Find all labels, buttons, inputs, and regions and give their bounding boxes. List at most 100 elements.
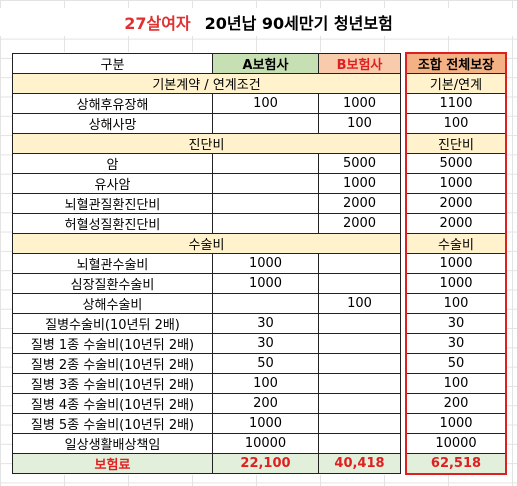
value-cell xyxy=(212,173,319,194)
row-label: 질병수술비(10년뒤 2배) xyxy=(12,313,213,334)
value-cell xyxy=(318,413,401,434)
gap xyxy=(400,53,406,74)
gap xyxy=(400,173,406,194)
gap xyxy=(400,113,406,134)
gap xyxy=(400,213,406,234)
value-cell xyxy=(212,113,319,134)
section-cell: 진단비 xyxy=(405,133,507,154)
total-cell: 50 xyxy=(405,353,507,374)
gap xyxy=(400,353,406,374)
value-cell xyxy=(318,313,401,334)
gap xyxy=(400,93,406,114)
value-cell: 10000 xyxy=(212,433,319,454)
table-row: 상해사망 100 100 xyxy=(12,113,507,134)
value-cell: 1000 xyxy=(212,273,319,294)
total-cell: 100 xyxy=(405,113,507,134)
row-label: 상해후유장해 xyxy=(12,93,213,114)
footer-cell: 보험료 xyxy=(12,453,213,474)
table-row: 유사암 1000 1000 xyxy=(12,173,507,194)
row-label: 질병 2종 수술비(10년뒤 2배) xyxy=(12,353,213,374)
value-cell xyxy=(318,333,401,354)
header-cell: 조합 전체보장 xyxy=(405,52,507,74)
gap xyxy=(400,293,406,314)
total-cell: 1000 xyxy=(405,173,507,194)
total-cell: 100 xyxy=(405,373,507,394)
table-row: 질병 1종 수술비(10년뒤 2배) 30 30 xyxy=(12,333,507,354)
value-cell: 200 xyxy=(212,393,319,414)
title: 27살여자 20년납 90세만기 청년보험 xyxy=(0,8,517,36)
title-highlight: 27살여자 xyxy=(124,14,191,33)
row-label: 질병 4종 수술비(10년뒤 2배) xyxy=(12,393,213,414)
gap xyxy=(400,413,406,434)
table-row: 심장질환수술비 1000 1000 xyxy=(12,273,507,294)
gap xyxy=(400,193,406,214)
table-row: 기본계약 / 연계조건 기본/연계 xyxy=(12,73,507,94)
section-cell: 기본계약 / 연계조건 xyxy=(12,73,401,94)
total-cell: 30 xyxy=(405,313,507,334)
value-cell: 50 xyxy=(212,353,319,374)
footer-cell: 40,418 xyxy=(318,453,401,474)
section-cell: 진단비 xyxy=(12,133,401,154)
value-cell: 100 xyxy=(318,113,401,134)
total-cell: 10000 xyxy=(405,433,507,454)
total-cell: 1000 xyxy=(405,273,507,294)
row-label: 상해사망 xyxy=(12,113,213,134)
value-cell xyxy=(318,373,401,394)
value-cell: 30 xyxy=(212,333,319,354)
gap xyxy=(400,313,406,334)
title-main: 20년납 90세만기 청년보험 xyxy=(204,14,393,33)
footer-cell: 22,100 xyxy=(212,453,319,474)
value-cell xyxy=(212,293,319,314)
table-row: 뇌혈관수술비 1000 1000 xyxy=(12,253,507,274)
total-cell: 2000 xyxy=(405,193,507,214)
row-label: 암 xyxy=(12,153,213,174)
gap xyxy=(400,393,406,414)
section-cell: 수술비 xyxy=(405,233,507,254)
value-cell: 5000 xyxy=(318,153,401,174)
total-cell: 5000 xyxy=(405,153,507,174)
row-label: 심장질환수술비 xyxy=(12,273,213,294)
value-cell: 100 xyxy=(212,373,319,394)
table-row: 일상생활배상책임 10000 10000 xyxy=(12,433,507,454)
value-cell: 1000 xyxy=(212,413,319,434)
value-cell xyxy=(318,253,401,274)
total-cell: 1100 xyxy=(405,93,507,114)
table-row: 진단비 진단비 xyxy=(12,133,507,154)
value-cell: 1000 xyxy=(212,253,319,274)
gap xyxy=(400,373,406,394)
value-cell xyxy=(212,193,319,214)
total-cell: 100 xyxy=(405,293,507,314)
value-cell xyxy=(318,433,401,454)
table-row: 암 5000 5000 xyxy=(12,153,507,174)
gap xyxy=(400,233,406,254)
gap xyxy=(400,133,406,154)
value-cell: 2000 xyxy=(318,193,401,214)
total-cell: 1000 xyxy=(405,253,507,274)
table-row: 질병 4종 수술비(10년뒤 2배) 200 200 xyxy=(12,393,507,414)
table-row: 질병 5종 수술비(10년뒤 2배) 1000 1000 xyxy=(12,413,507,434)
comparison-table: 구분 A보험사 B보험사 조합 전체보장 기본계약 / 연계조건 기본/연계 상해후유장해 1… xyxy=(12,52,507,475)
header-cell: B보험사 xyxy=(318,52,401,74)
total-cell: 1000 xyxy=(405,413,507,434)
table-row: 질병 3종 수술비(10년뒤 2배) 100 100 xyxy=(12,373,507,394)
value-cell xyxy=(318,273,401,294)
row-label: 질병 3종 수술비(10년뒤 2배) xyxy=(12,373,213,394)
section-cell: 수술비 xyxy=(12,233,401,254)
row-label: 허혈성질환진단비 xyxy=(12,213,213,234)
footer-cell: 62,518 xyxy=(405,453,507,475)
header-cell: 구분 xyxy=(12,52,213,74)
gap xyxy=(400,73,406,94)
row-label: 질병 5종 수술비(10년뒤 2배) xyxy=(12,413,213,434)
table-row: 상해수술비 100 100 xyxy=(12,293,507,314)
section-cell: 기본/연계 xyxy=(405,73,507,94)
gap xyxy=(400,253,406,274)
value-cell xyxy=(212,213,319,234)
row-label: 상해수술비 xyxy=(12,293,213,314)
row-label: 유사암 xyxy=(12,173,213,194)
value-cell xyxy=(318,393,401,414)
total-cell: 2000 xyxy=(405,213,507,234)
header-row: 구분 A보험사 B보험사 조합 전체보장 xyxy=(12,52,507,74)
table-row: 허혈성질환진단비 2000 2000 xyxy=(12,213,507,234)
header-cell: A보험사 xyxy=(212,52,319,74)
